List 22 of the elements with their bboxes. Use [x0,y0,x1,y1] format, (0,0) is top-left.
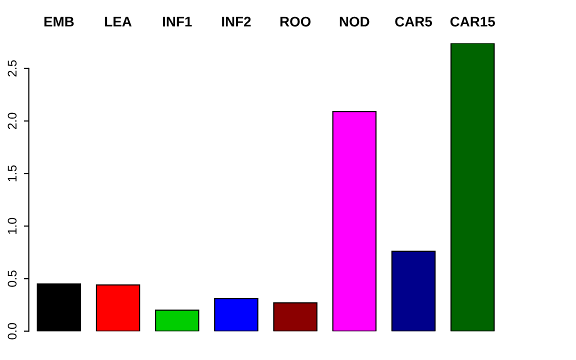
y-tick-label: 1.0 [8,218,17,234]
bar [450,43,495,332]
bar [273,302,318,332]
x-tick-label: ROO [280,16,311,27]
bar [96,284,140,332]
x-tick-label: INF2 [222,16,251,26]
x-tick-label: CAR5 [395,16,432,27]
bar [391,250,436,332]
y-tick-label: 1.5 [8,165,17,182]
x-tick-label: CAR15 [450,16,495,27]
y-tick-label: 0.0 [8,323,17,340]
y-tick-label: 2.0 [8,112,17,130]
bar [36,283,82,332]
x-tick-label: INF1 [163,16,192,26]
y-tick-label: 0.5 [8,270,17,287]
x-tick-label: EMB [44,16,74,26]
bar [155,310,200,332]
x-tick-label: LEA [105,16,132,26]
bar [214,298,258,332]
x-tick-label: NOD [340,16,370,27]
bar [332,110,377,332]
y-tick-label: 2.5 [8,60,17,76]
